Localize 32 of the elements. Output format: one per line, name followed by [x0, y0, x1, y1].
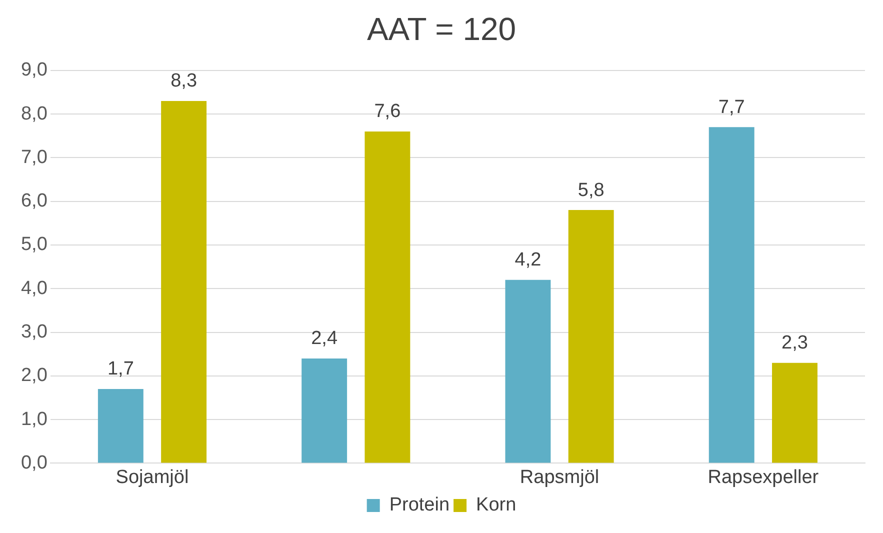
data-label: 7,7	[718, 96, 745, 118]
x-tick-label: Sojamjöl	[116, 466, 189, 488]
y-tick-label: 0,0	[20, 452, 48, 474]
y-tick-label: 8,0	[20, 103, 48, 124]
y-tick-label: 2,0	[20, 365, 48, 386]
bar	[98, 389, 144, 463]
data-label: 1,7	[107, 358, 134, 380]
y-tick-label: 4,0	[20, 278, 48, 299]
y-tick-label: 7,0	[20, 146, 48, 168]
bar	[568, 210, 614, 463]
legend-label: Korn	[476, 494, 516, 516]
bar	[708, 127, 754, 463]
chart-title: AAT = 120	[366, 11, 516, 48]
data-label: 7,6	[374, 101, 401, 122]
data-label: 2,4	[311, 328, 338, 350]
bar	[364, 132, 410, 463]
y-tick-label: 9,0	[20, 60, 48, 81]
y-tick-label: 1,0	[20, 408, 48, 430]
data-label: 2,3	[782, 332, 808, 354]
x-tick-label: Rapsmjöl	[520, 466, 600, 488]
y-tick-label: 3,0	[20, 322, 48, 342]
data-label: 5,8	[578, 180, 604, 201]
bar	[772, 362, 818, 463]
x-tick-label: Rapsexpeller	[708, 466, 820, 488]
y-tick-label: 6,0	[20, 190, 48, 212]
legend-label: Protein	[389, 494, 450, 516]
bar	[302, 358, 348, 463]
bar	[505, 280, 551, 463]
bar	[161, 100, 207, 463]
data-label: 4,2	[514, 250, 542, 271]
y-tick-label: 5,0	[20, 234, 48, 256]
data-label: 8,3	[170, 70, 198, 92]
